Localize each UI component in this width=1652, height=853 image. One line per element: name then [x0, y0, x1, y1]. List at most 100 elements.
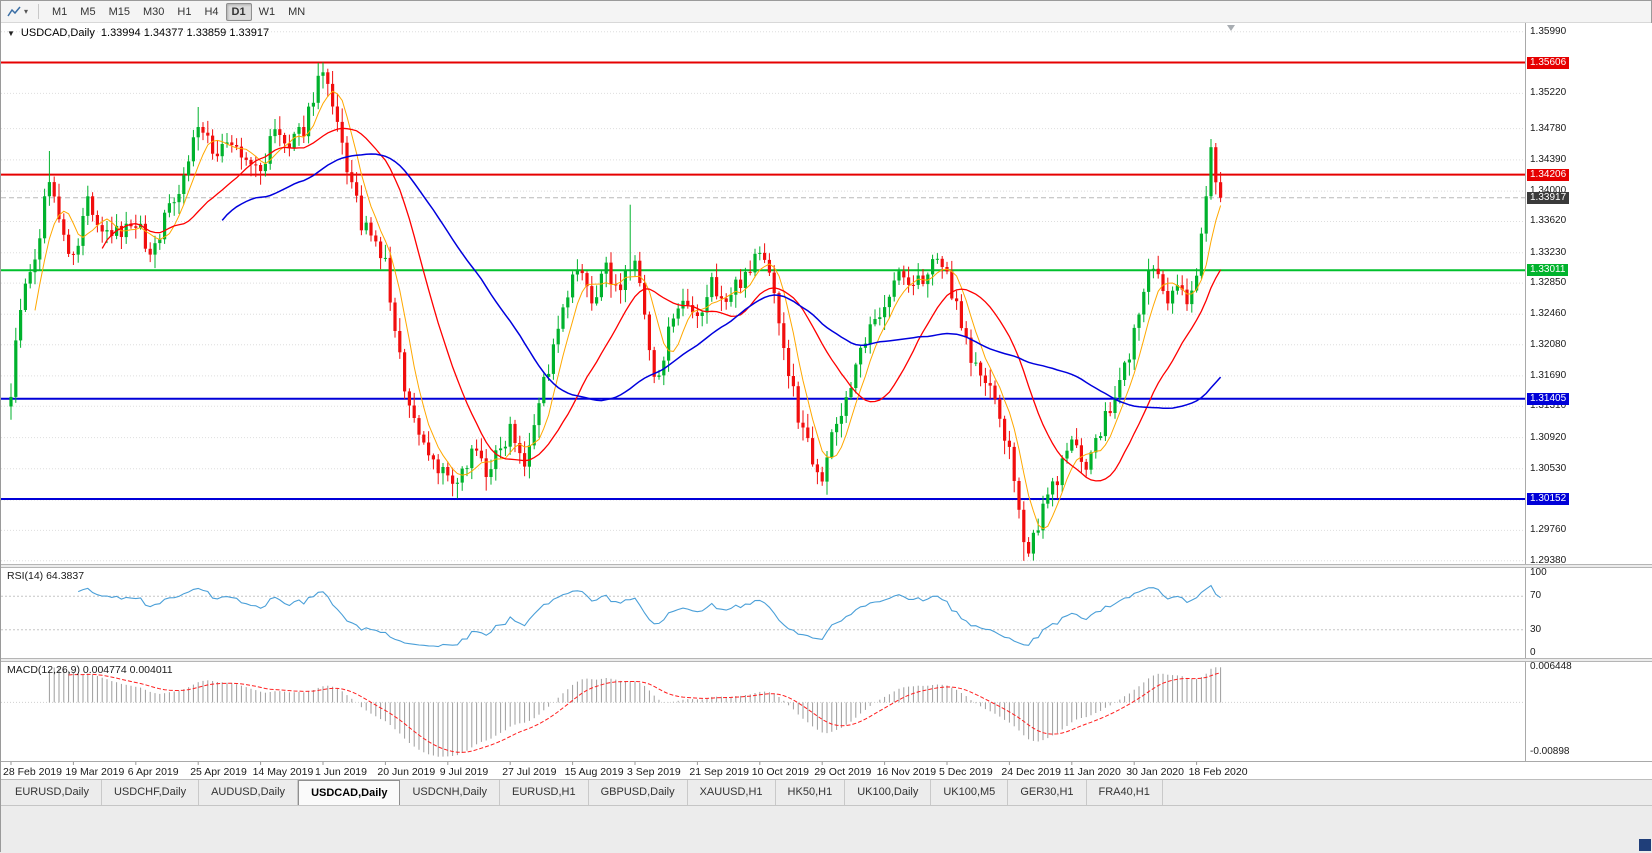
price-tick-label: 1.31310	[1530, 400, 1567, 411]
chart-shift-marker[interactable]	[1227, 25, 1235, 31]
rsi-label: RSI(14) 64.3837	[7, 570, 85, 582]
macd-axis[interactable]: 0.006448 -0.00898	[1525, 662, 1652, 761]
date-labels: 28 Feb 2019 19 Mar 2019 6 Apr 2019 25 Apr 2…	[3, 762, 1248, 778]
chart-ohlc-values: 1.33994 1.34377 1.33859 1.33917	[100, 27, 270, 39]
panel-separator[interactable]	[1, 658, 1652, 662]
candles	[9, 62, 1223, 561]
price-tick-label: 1.32460	[1530, 308, 1567, 319]
macd-signal-line	[68, 672, 1221, 753]
rsi-axis-label: 30	[1530, 624, 1542, 635]
macd-label: MACD(12,26,9) 0.004774 0.004011	[7, 664, 173, 676]
svg-text:28 Feb 2019: 28 Feb 2019	[3, 766, 62, 778]
price-tag: 1.33917	[1527, 192, 1570, 204]
panel-separator[interactable]	[1, 564, 1652, 568]
moving-average-20	[101, 127, 1222, 482]
timeframe-button-h4[interactable]: H4	[204, 5, 219, 18]
macd-chart	[1, 667, 1525, 757]
chart-tab-audusd-daily[interactable]: AUDUSD,Daily	[199, 780, 299, 805]
macd-histogram	[48, 667, 1222, 757]
svg-text:20 Jun 2019: 20 Jun 2019	[377, 766, 435, 778]
price-tag: 1.34206	[1527, 169, 1570, 181]
chart-tab-uk100-m5[interactable]: UK100,M5	[931, 780, 1009, 805]
svg-text:3 Sep 2019: 3 Sep 2019	[627, 766, 681, 778]
rsi-axis-label: 70	[1530, 590, 1542, 601]
price-tick-label: 1.35990	[1530, 26, 1567, 37]
chart-tab-hk50-h1[interactable]: HK50,H1	[776, 780, 846, 805]
svg-text:30 Jan 2020: 30 Jan 2020	[1126, 766, 1184, 778]
timeframe-button-m1[interactable]: M1	[52, 5, 68, 18]
chart-tab-usdcad-daily[interactable]: USDCAD,Daily	[298, 780, 401, 805]
candlestick-chart[interactable]	[1, 23, 1525, 564]
charts-icon[interactable]	[5, 5, 23, 19]
rsi-axis-label: 0	[1530, 647, 1536, 658]
rsi-panel[interactable]: 100 70 30 0 RSI(14) 64.3837	[1, 568, 1652, 658]
svg-text:18 Feb 2020: 18 Feb 2020	[1189, 766, 1248, 778]
svg-text:16 Nov 2019: 16 Nov 2019	[877, 766, 937, 778]
price-tag: 1.30152	[1527, 493, 1570, 505]
rsi-axis[interactable]: 100 70 30 0	[1525, 568, 1652, 658]
chart-tab-eurusd-h1[interactable]: EURUSD,H1	[500, 780, 589, 805]
chart-tab-uk100-daily[interactable]: UK100,Daily	[845, 780, 932, 805]
window-corner	[1639, 839, 1651, 851]
svg-text:21 Sep 2019: 21 Sep 2019	[689, 766, 749, 778]
price-tick-label: 1.35220	[1530, 87, 1567, 98]
svg-text:25 Apr 2019: 25 Apr 2019	[190, 766, 247, 778]
chart-tab-bar: EURUSD,Daily USDCHF,Daily AUDUSD,Daily USDC…	[1, 779, 1652, 805]
chart-tab-fra40-h1[interactable]: FRA40,H1	[1087, 780, 1163, 805]
price-tick-label: 1.32080	[1530, 339, 1567, 350]
price-tag: 1.31405	[1527, 393, 1570, 405]
price-tick-label: 1.34000	[1530, 185, 1567, 196]
status-bar	[1, 805, 1652, 853]
toolbar-separator	[38, 4, 40, 19]
timeframe-button-mn[interactable]: MN	[288, 5, 306, 18]
svg-text:29 Oct 2019: 29 Oct 2019	[814, 766, 871, 778]
price-tick-label: 1.34780	[1530, 123, 1567, 134]
price-tick-label: 1.30920	[1530, 432, 1567, 443]
price-tick-label: 1.29380	[1530, 555, 1567, 565]
main-chart-panel[interactable]: 1.35990 1.35220 1.34780 1.34390 1.34000 1.336…	[1, 23, 1652, 564]
moving-average-6	[34, 90, 1222, 530]
svg-text:15 Aug 2019: 15 Aug 2019	[565, 766, 624, 778]
timeframe-button-m15[interactable]: M15	[108, 5, 130, 18]
rsi-chart	[1, 584, 1525, 648]
price-tick-label: 1.33620	[1530, 215, 1567, 226]
svg-text:14 May 2019: 14 May 2019	[253, 766, 314, 778]
chart-tab-usdchf-daily[interactable]: USDCHF,Daily	[102, 780, 200, 805]
price-tick-label: 1.29760	[1530, 524, 1567, 535]
time-axis[interactable]: 28 Feb 2019 19 Mar 2019 6 Apr 2019 25 Apr 2…	[1, 761, 1652, 779]
price-tag: 1.35606	[1527, 57, 1570, 69]
svg-text:6 Apr 2019: 6 Apr 2019	[128, 766, 179, 778]
moving-average-45	[221, 153, 1222, 410]
svg-text:5 Dec 2019: 5 Dec 2019	[939, 766, 993, 778]
chart-tab-gbpusd-daily[interactable]: GBPUSD,Daily	[589, 780, 688, 805]
svg-text:10 Oct 2019: 10 Oct 2019	[752, 766, 809, 778]
timeframe-button-m30[interactable]: M30	[142, 5, 165, 18]
svg-text:11 Jan 2020: 11 Jan 2020	[1064, 766, 1121, 778]
symbol-menu-icon[interactable]: ▼	[7, 28, 15, 38]
timeframe-button-w1[interactable]: W1	[258, 5, 276, 18]
price-tick-label: 1.33230	[1530, 247, 1567, 258]
price-axis[interactable]: 1.35990 1.35220 1.34780 1.34390 1.34000 1.336…	[1525, 23, 1652, 564]
timeframe-button-m5[interactable]: M5	[80, 5, 96, 18]
chart-symbol-label: USDCAD,Daily	[20, 27, 95, 39]
price-tick-label: 1.34390	[1530, 154, 1567, 165]
svg-text:24 Dec 2019: 24 Dec 2019	[1001, 766, 1061, 778]
price-tick-label: 1.31690	[1530, 370, 1567, 381]
timeframe-button-h1[interactable]: H1	[177, 5, 192, 18]
price-tick-label: 1.30530	[1530, 463, 1567, 474]
macd-axis-label: -0.00898	[1530, 746, 1570, 757]
macd-panel[interactable]: 0.006448 -0.00898 MACD(12,26,9) 0.004774 …	[1, 662, 1652, 761]
timeframe-buttons: M1 M5 M15 M30 H1 H4 D1 W1 MN	[46, 2, 311, 21]
chart-tab-eurusd-daily[interactable]: EURUSD,Daily	[3, 780, 102, 805]
rsi-line	[77, 584, 1221, 648]
svg-text:9 Jul 2019: 9 Jul 2019	[440, 766, 489, 778]
chart-tab-ger30-h1[interactable]: GER30,H1	[1008, 780, 1087, 805]
chart-tab-xauusd-h1[interactable]: XAUUSD,H1	[688, 780, 776, 805]
svg-text:19 Mar 2019: 19 Mar 2019	[65, 766, 124, 778]
chart-tab-usdcnh-daily[interactable]: USDCNH,Daily	[400, 780, 501, 805]
chart-title: ▼ USDCAD,Daily 1.33994 1.34377 1.33859 1…	[7, 27, 269, 39]
macd-axis-label: 0.006448	[1530, 662, 1572, 672]
timeframe-button-d1[interactable]: D1	[225, 2, 252, 21]
toolbar-caret-icon[interactable]: ▾	[24, 7, 29, 16]
